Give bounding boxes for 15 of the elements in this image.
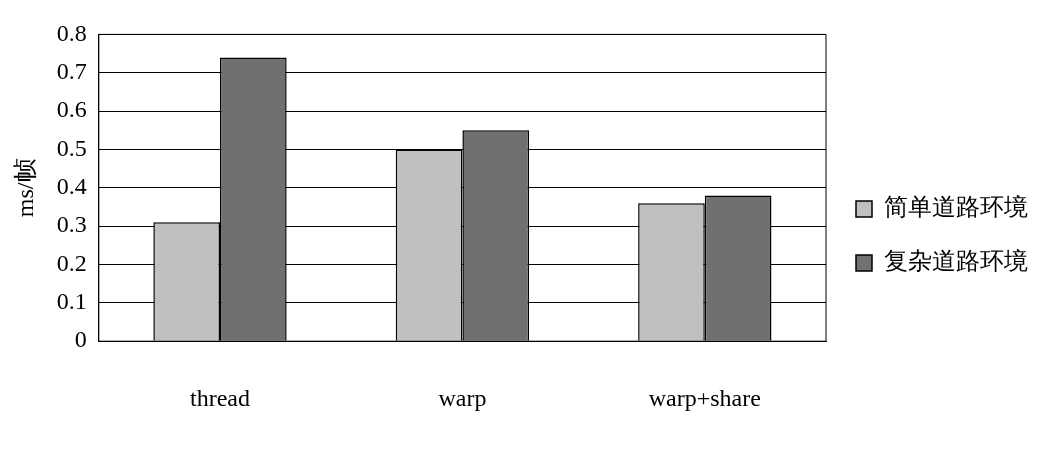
y-axis-title: ms/帧 xyxy=(11,158,38,218)
y-tick-label: 0.4 xyxy=(56,173,87,200)
y-tick-label: 0.3 xyxy=(56,211,87,238)
y-tick-label: 0.7 xyxy=(56,58,87,85)
y-tick-label: 0.8 xyxy=(56,19,87,46)
y-tick-label: 0.5 xyxy=(56,134,87,161)
x-tick-label: warp xyxy=(438,384,487,411)
x-tick-label: warp+share xyxy=(648,384,761,411)
legend-label: 复杂道路环境 xyxy=(884,248,1028,275)
x-tick-label: thread xyxy=(190,384,250,411)
y-tick-label: 0.1 xyxy=(56,288,87,315)
legend-label: 简单道路环境 xyxy=(884,194,1028,221)
y-tick-label: 0.2 xyxy=(56,249,87,276)
y-tick-label: 0.6 xyxy=(56,96,87,123)
y-tick-label: 0 xyxy=(74,326,87,353)
